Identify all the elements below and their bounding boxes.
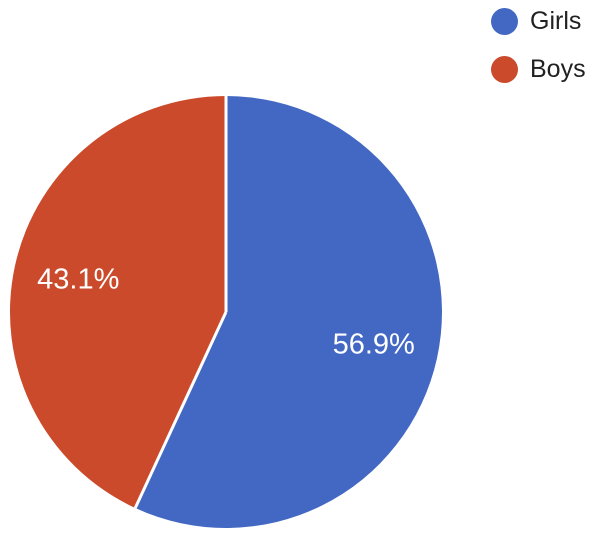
legend-item-girls[interactable]: Girls [491, 8, 586, 35]
legend-item-boys[interactable]: Boys [491, 56, 586, 83]
legend-swatch-girls [491, 8, 518, 35]
legend: Girls Boys [491, 8, 586, 83]
pie-slice-girls[interactable] [135, 96, 442, 528]
legend-label-boys: Boys [530, 55, 586, 83]
pie-separators [133, 96, 228, 509]
pie-slice-boys[interactable] [9, 96, 226, 509]
slice-label-boys: 43.1% [37, 264, 119, 296]
slice-label-girls: 56.9% [333, 329, 415, 361]
legend-label-girls: Girls [530, 7, 582, 35]
pie-slice-labels: 56.9% 43.1% [37, 264, 415, 361]
slice-separator [133, 311, 228, 509]
legend-swatch-boys [491, 56, 518, 83]
pie-slices [9, 96, 442, 528]
